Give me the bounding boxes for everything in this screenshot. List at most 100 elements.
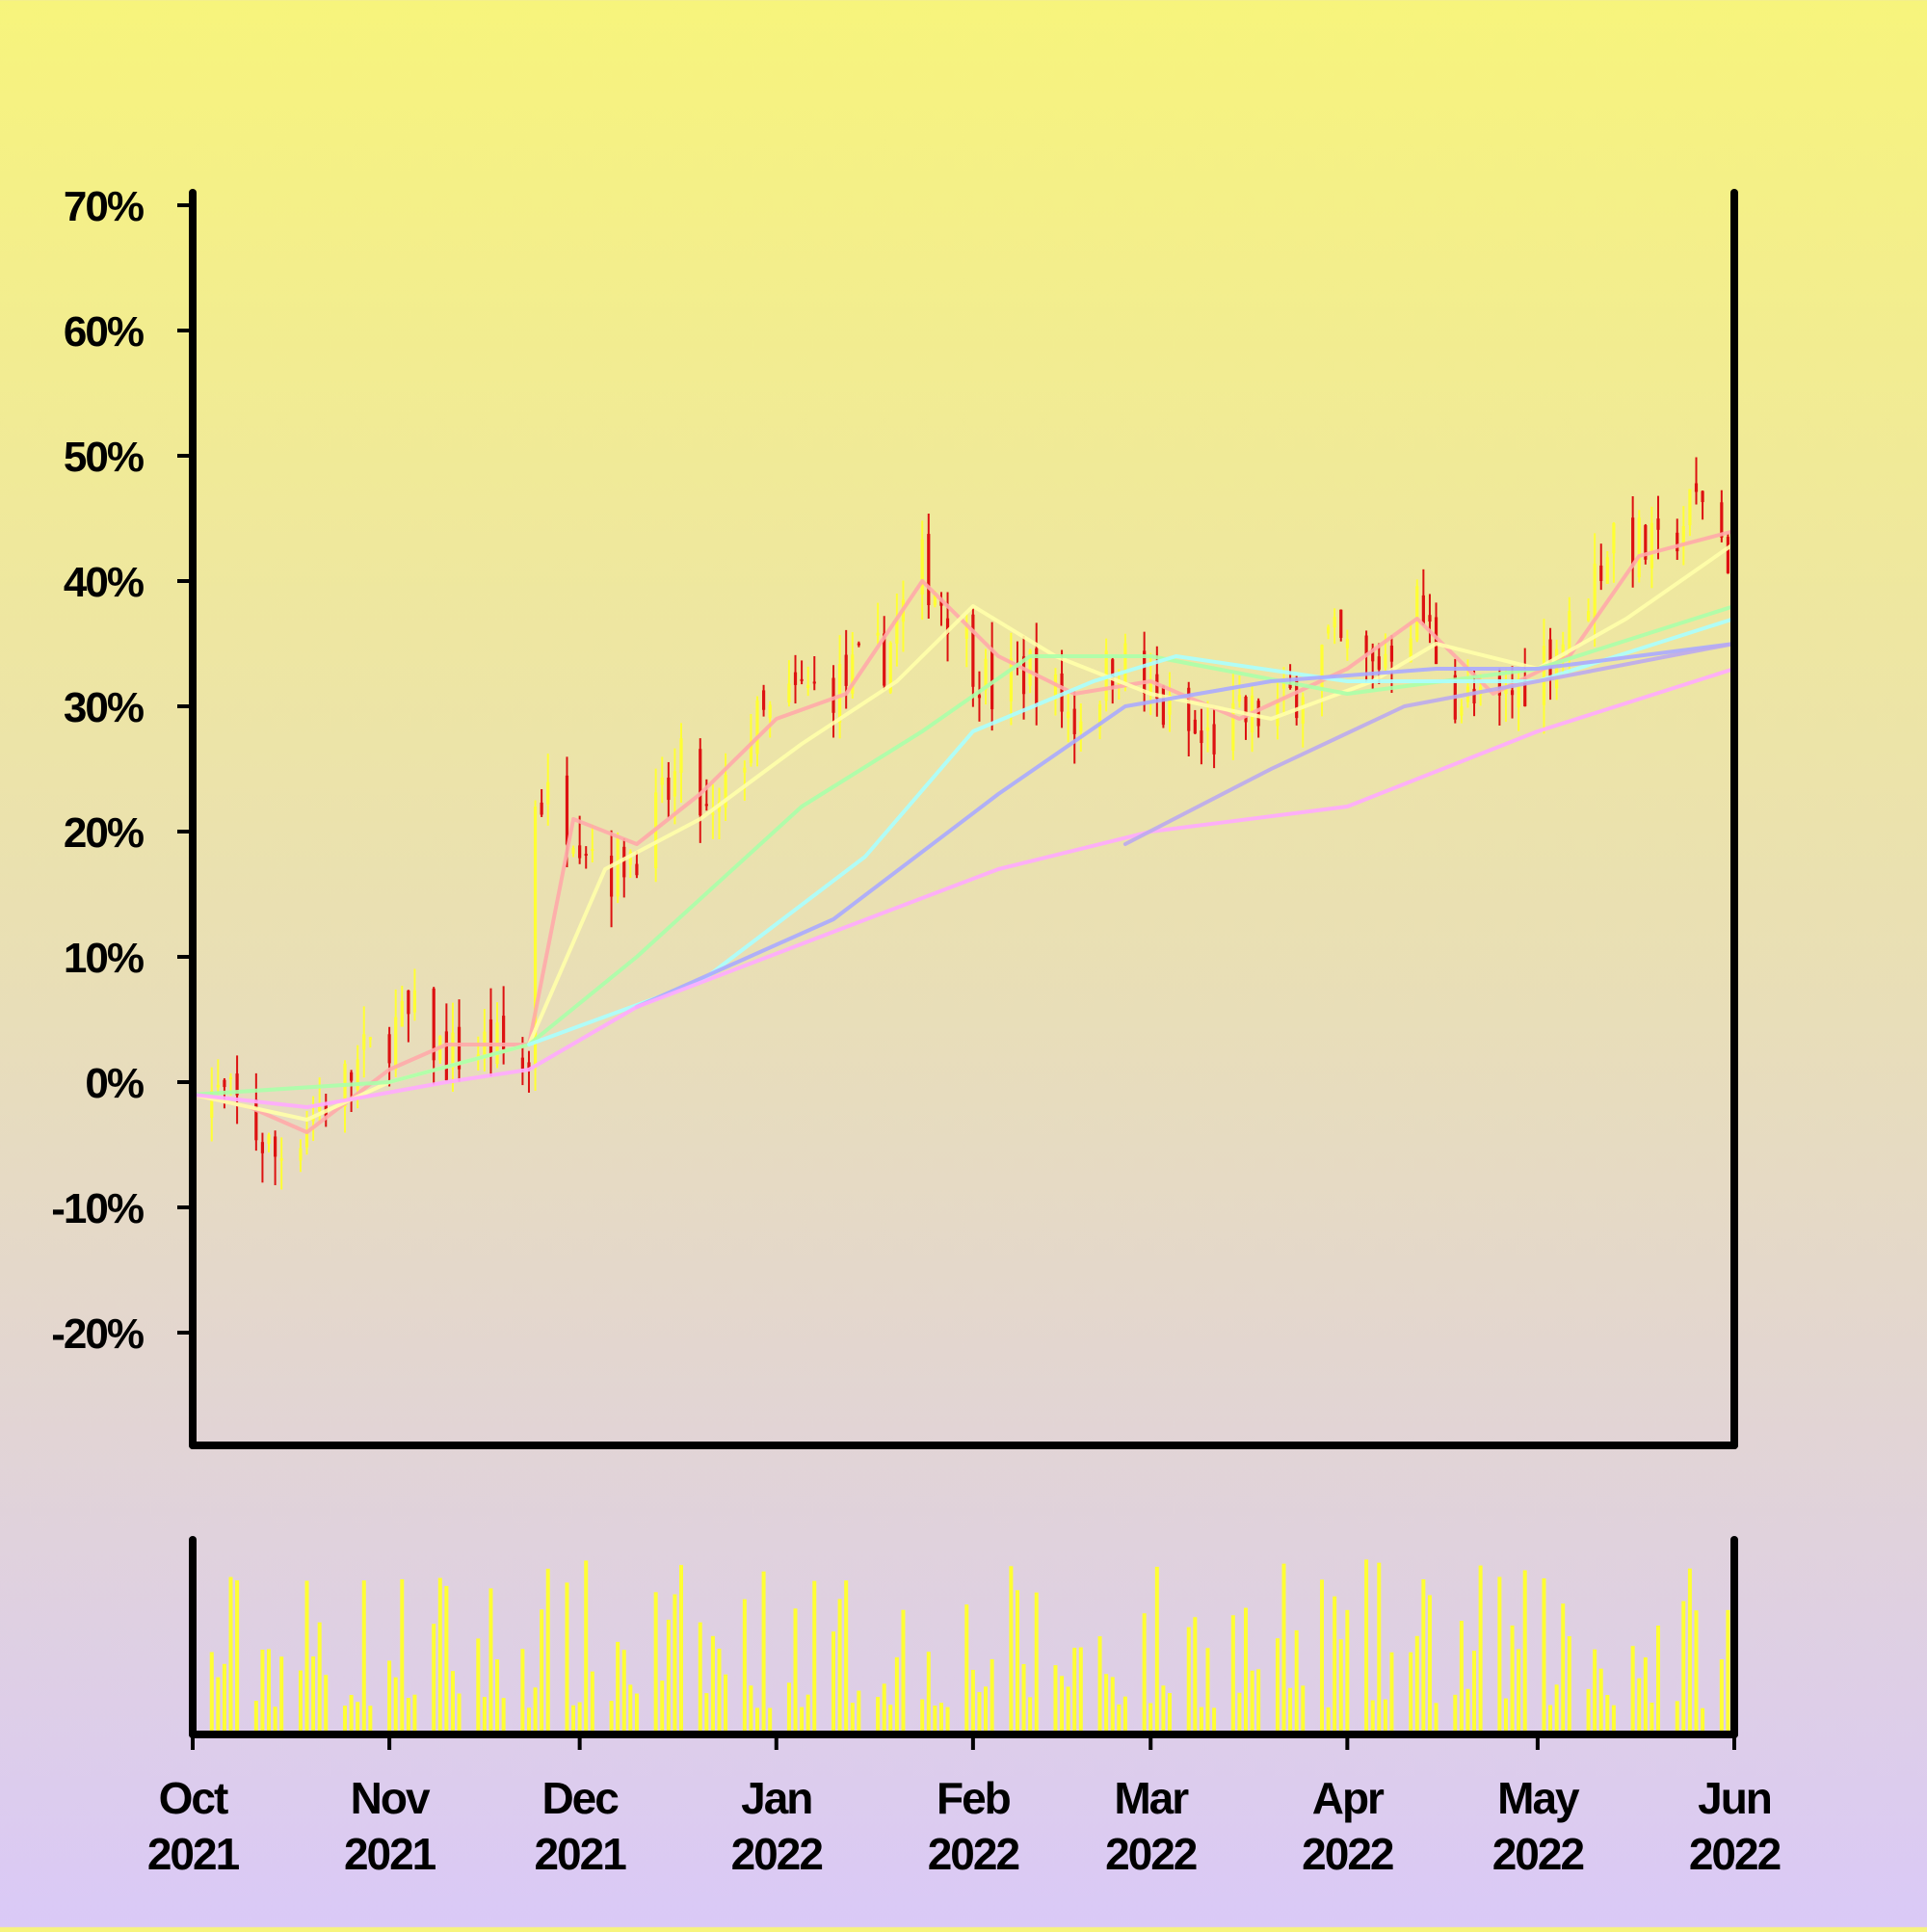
candle-body (1421, 595, 1425, 625)
volume-bar (609, 1701, 614, 1734)
volume-bar (1427, 1595, 1432, 1734)
volume-bar (793, 1608, 798, 1734)
volume-bar (1675, 1701, 1679, 1734)
volume-bar (1097, 1636, 1102, 1734)
volume-bar (1510, 1625, 1515, 1734)
candle-body (1212, 724, 1216, 754)
candle-body (1415, 586, 1419, 641)
moving-average-line-7 (1122, 642, 1736, 846)
volume-bar (317, 1622, 322, 1734)
volume-bar (1414, 1635, 1419, 1734)
volume-bar (400, 1578, 405, 1734)
candle-body (832, 677, 835, 713)
volume-bar (1193, 1617, 1198, 1734)
candle-body (1510, 690, 1515, 696)
candle-body (628, 851, 632, 865)
volume-bar (901, 1609, 906, 1734)
candle-body (1568, 611, 1571, 656)
candle-body (1612, 523, 1616, 554)
volume-bar (1453, 1694, 1458, 1734)
volume-bar (1409, 1652, 1413, 1734)
volume-bar (1060, 1676, 1065, 1734)
volume-bar (1161, 1685, 1166, 1734)
candle-body (1320, 645, 1324, 691)
candle-body (1339, 609, 1343, 638)
y-tick-label: 60% (64, 308, 144, 356)
volume-bar (1078, 1647, 1083, 1734)
x-tick-month: Dec (541, 1773, 619, 1823)
volume-bar (235, 1580, 240, 1734)
volume-bar (660, 1681, 665, 1734)
volume-bar (805, 1694, 810, 1734)
volume-bar (882, 1683, 886, 1734)
volume-bar (1472, 1651, 1477, 1734)
candle-body (1200, 730, 1203, 744)
volume-bar (1370, 1700, 1375, 1734)
candle-body (1631, 517, 1635, 567)
x-tick-month: Apr (1312, 1773, 1385, 1823)
candle-body (527, 1062, 531, 1070)
candle-body (267, 1134, 271, 1144)
candle-body (888, 643, 892, 693)
candle-body (964, 626, 968, 639)
volume-bar (1281, 1563, 1286, 1734)
volume-bar (1389, 1652, 1394, 1734)
candle-body (768, 704, 772, 719)
candle-body (1720, 502, 1724, 538)
candle-body (927, 534, 931, 605)
candle-body (1009, 658, 1013, 701)
volume-bar (1719, 1659, 1724, 1734)
volume-bar (571, 1705, 576, 1734)
candle-body (1256, 701, 1260, 727)
moving-average-line-2 (191, 542, 1736, 1122)
candle-body (1364, 635, 1368, 654)
volume-bar (984, 1686, 989, 1734)
volume-bar (1167, 1693, 1172, 1734)
candle-body (704, 804, 708, 807)
candle-body (1281, 681, 1286, 689)
candle-body (1117, 681, 1121, 686)
volume-bar (678, 1565, 683, 1734)
candle-body (1333, 617, 1336, 628)
volume-bar (304, 1580, 309, 1734)
candle-body (920, 539, 924, 595)
volume-bar (450, 1671, 455, 1734)
volume-bar (1199, 1707, 1203, 1734)
candle-body (502, 1016, 506, 1049)
volume-bar (584, 1560, 589, 1734)
candle-body (977, 695, 982, 699)
volume-bar (437, 1577, 442, 1734)
volume-bar (837, 1599, 842, 1734)
volume-bar (432, 1624, 436, 1734)
candle-body (210, 1091, 214, 1118)
volume-bar (273, 1707, 277, 1734)
volume-bar (857, 1690, 861, 1734)
candle-body (584, 854, 588, 857)
candle-body (546, 781, 550, 805)
volume-bar (1212, 1707, 1217, 1734)
candle-body (635, 863, 639, 876)
candle-body (1460, 706, 1464, 716)
candle-body (1593, 563, 1597, 620)
y-tick-label: 50% (64, 434, 144, 481)
candle-body (1161, 686, 1166, 726)
y-tick-label: 20% (64, 809, 144, 857)
x-tick-year: 2022 (1492, 1829, 1584, 1879)
candle-body (1327, 626, 1331, 634)
volume-bar (1554, 1684, 1559, 1734)
candle-body (578, 845, 582, 859)
volume-bar (938, 1703, 943, 1734)
candle-body (1676, 532, 1679, 552)
volume-bar (520, 1649, 525, 1734)
candle-body (457, 1026, 462, 1070)
candle-body (1244, 696, 1248, 723)
volume-bar (279, 1656, 284, 1734)
volume-bar (1345, 1609, 1350, 1734)
volume-bar (387, 1660, 392, 1734)
candle-body (800, 678, 804, 681)
volume-bar (1421, 1579, 1426, 1734)
candle-body (1205, 727, 1210, 731)
volume-bar (1301, 1685, 1306, 1734)
